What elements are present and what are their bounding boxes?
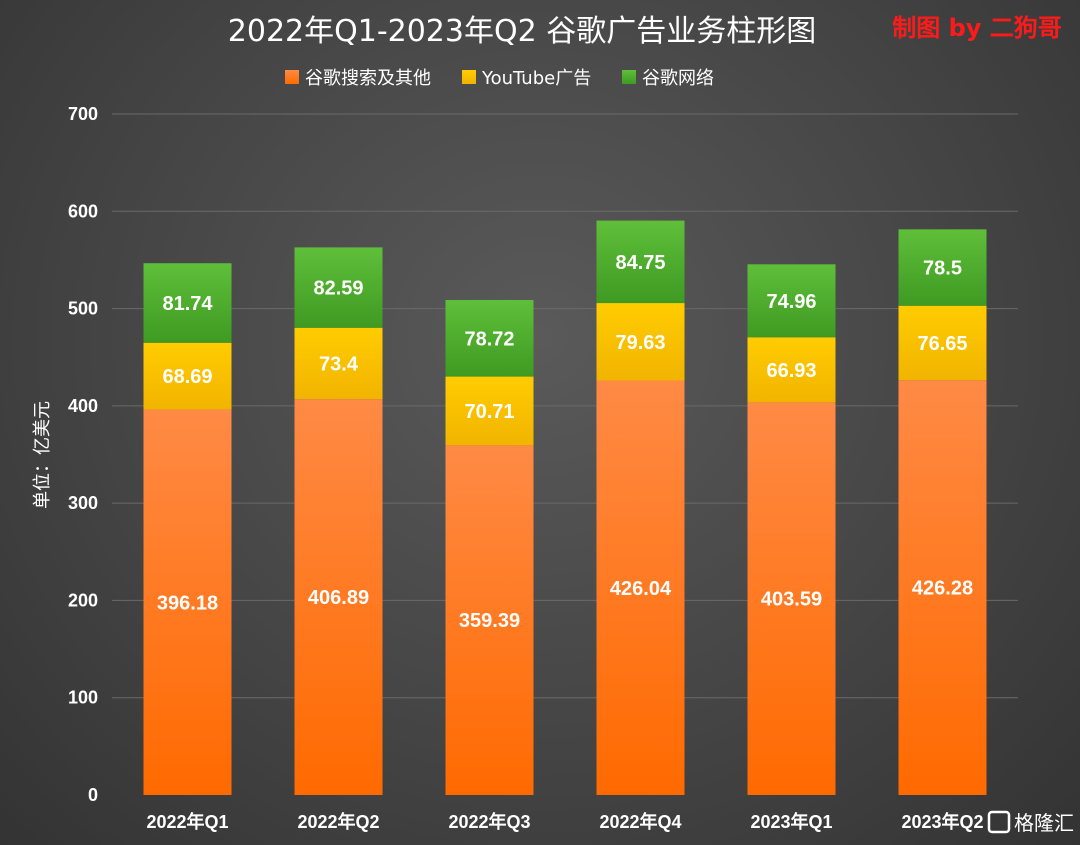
- x-category-label: 2023年Q2: [901, 811, 983, 832]
- y-tick-label: 600: [68, 201, 98, 221]
- y-tick-label: 700: [68, 104, 98, 124]
- data-label-network: 84.75: [615, 252, 665, 274]
- bar-segment-network: [143, 263, 232, 343]
- watermark: 格隆汇: [987, 810, 1074, 835]
- x-category-label: 2023年Q1: [750, 811, 832, 832]
- y-tick-label: 200: [68, 590, 98, 610]
- bar-segment-search: [898, 380, 987, 795]
- bar-segment-network: [898, 229, 987, 306]
- data-label-youtube: 73.4: [319, 353, 359, 375]
- chart-title: 2022年Q1-2023年Q2 谷歌广告业务柱形图: [228, 14, 816, 49]
- data-label-network: 74.96: [766, 291, 816, 313]
- gridlines: [112, 113, 1018, 699]
- bars: [143, 220, 987, 795]
- x-axis-categories: 2022年Q1 2022年Q2 2022年Q3 2022年Q4 2023年Q1 2023年…: [146, 811, 983, 832]
- x-category-label: 2022年Q1: [146, 811, 228, 832]
- data-label-network: 78.5: [923, 258, 962, 280]
- y-axis-label: 单位：亿美元: [32, 401, 53, 509]
- data-label-search: 426.04: [610, 578, 672, 600]
- legend-label-youtube: YouTube广告: [481, 68, 591, 89]
- watermark-text: 格隆汇: [1014, 811, 1074, 835]
- y-tick-label: 400: [68, 396, 98, 416]
- y-axis-ticks: 0 100 200 300 400 500 600 700: [68, 104, 98, 805]
- bar-segment-network: [294, 247, 383, 328]
- bar-segment-youtube: [898, 305, 987, 381]
- legend: 谷歌搜索及其他 YouTube广告 谷歌网络: [285, 68, 714, 89]
- bar-segment-search: [747, 402, 836, 795]
- legend-swatch-network: [622, 70, 636, 84]
- data-label-search: 359.39: [459, 610, 520, 632]
- bar-segment-search: [445, 445, 534, 795]
- data-label-search: 406.89: [308, 587, 369, 609]
- x-category-label: 2022年Q2: [297, 811, 379, 832]
- bar-segment-youtube: [596, 303, 685, 381]
- legend-label-network: 谷歌网络: [642, 68, 714, 89]
- y-tick-label: 300: [68, 493, 98, 513]
- bar-segment-network: [596, 220, 685, 304]
- data-label-youtube: 70.71: [464, 401, 514, 423]
- bar-segment-network: [445, 299, 534, 377]
- y-tick-label: 0: [88, 785, 98, 805]
- bar-segment-youtube: [143, 342, 232, 410]
- bar-segment-youtube: [747, 337, 836, 403]
- data-label-search: 396.18: [157, 592, 218, 614]
- legend-label-search: 谷歌搜索及其他: [305, 68, 431, 89]
- chart-credit: 制图 by 二狗哥: [892, 14, 1062, 42]
- bar-segment-search: [596, 380, 685, 795]
- y-tick-label: 500: [68, 299, 98, 319]
- bar-segment-search: [294, 399, 383, 795]
- bar-segment-youtube: [294, 327, 383, 400]
- data-label-search: 403.59: [761, 589, 822, 611]
- data-label-youtube: 66.93: [766, 360, 816, 382]
- data-label-network: 78.72: [464, 328, 514, 350]
- data-label-search: 426.28: [912, 578, 973, 600]
- data-label-youtube: 68.69: [162, 366, 212, 388]
- x-category-label: 2022年Q3: [448, 811, 530, 832]
- legend-swatch-search: [285, 70, 299, 84]
- data-label-network: 82.59: [313, 278, 363, 300]
- bar-segment-youtube: [445, 376, 534, 446]
- bar-segment-network: [747, 264, 836, 338]
- legend-swatch-youtube: [462, 70, 476, 84]
- bar-segment-search: [143, 409, 232, 795]
- data-labels: 396.18 68.69 81.74 406.89 73.4 82.59 359.39 70.…: [157, 252, 973, 632]
- data-label-network: 81.74: [162, 293, 213, 315]
- data-label-youtube: 76.65: [917, 333, 967, 355]
- y-tick-label: 100: [68, 688, 98, 708]
- x-category-label: 2022年Q4: [599, 811, 681, 832]
- gelonghui-logo-icon: [987, 810, 1011, 834]
- data-label-youtube: 79.63: [615, 332, 665, 354]
